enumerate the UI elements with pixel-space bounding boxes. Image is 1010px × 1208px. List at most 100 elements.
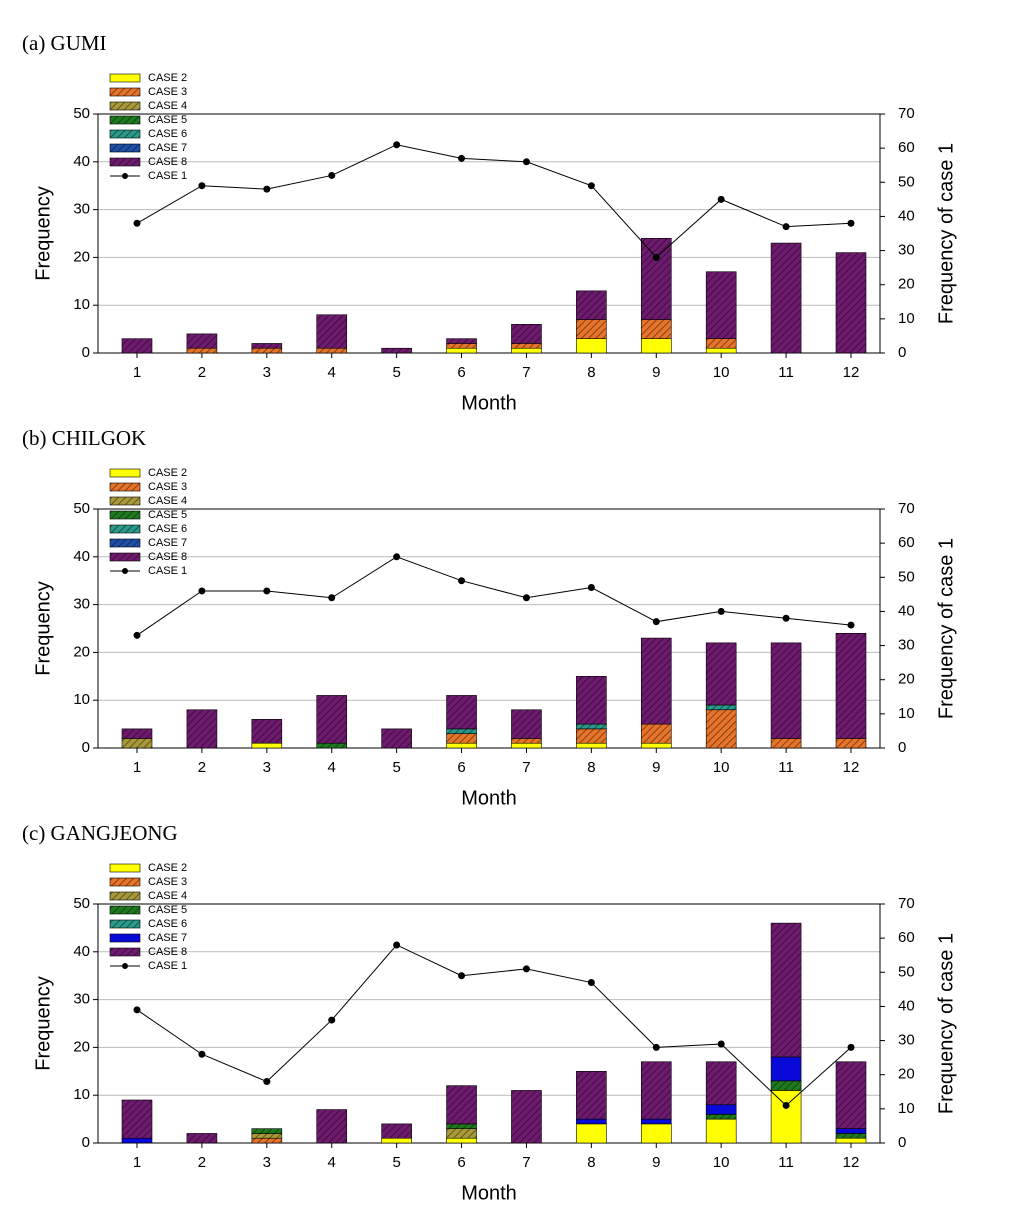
x-tick-label: 6 (457, 759, 465, 776)
legend-swatch (109, 73, 141, 83)
legend-label: CASE 8 (148, 946, 187, 958)
bar-segment (251, 1128, 283, 1134)
y2-tick-label: 40 (898, 997, 915, 1014)
x-tick-label: 12 (843, 759, 860, 776)
line-point (587, 584, 595, 592)
y-tick-label: 0 (82, 344, 90, 361)
x-axis-title: Month (461, 1182, 517, 1204)
legend-swatch (109, 496, 141, 506)
bar-segment (186, 347, 218, 354)
bar-segment (640, 237, 672, 320)
bar-segment (186, 333, 218, 349)
x-tick-label: 8 (587, 1154, 595, 1171)
x-axis-title: Month (461, 392, 517, 414)
y-tick-label: 40 (73, 548, 90, 565)
bar-segment (835, 738, 867, 749)
legend-swatch (109, 87, 141, 97)
legend-label: CASE 7 (148, 142, 187, 154)
bar-segment (446, 338, 477, 344)
line-point (652, 253, 660, 261)
y-tick-label: 20 (73, 248, 90, 265)
y-tick-label: 10 (73, 691, 90, 708)
y2-tick-label: 10 (898, 1100, 915, 1117)
bar-segment (835, 1137, 867, 1144)
y2-tick-label: 50 (898, 173, 915, 190)
legend-label: CASE 7 (148, 932, 187, 944)
y2-tick-label: 30 (898, 637, 915, 654)
x-tick-label: 10 (713, 364, 730, 381)
legend-label: CASE 4 (148, 495, 187, 507)
legend-label: CASE 5 (148, 509, 187, 521)
bar-segment (186, 1133, 218, 1144)
line-point (263, 587, 271, 595)
legend-swatch (109, 863, 141, 873)
bar-segment (770, 1080, 802, 1091)
y2-tick-label: 50 (898, 568, 915, 585)
bar-segment (251, 347, 283, 354)
bar-segment (251, 1137, 283, 1144)
bar-segment (511, 742, 542, 749)
legend-swatch (109, 157, 141, 167)
bar-segment (381, 1123, 412, 1139)
x-tick-label: 1 (133, 1154, 141, 1171)
y2-tick-label: 40 (898, 207, 915, 224)
bar-segment (121, 1099, 153, 1139)
y2-tick-label: 50 (898, 963, 915, 980)
legend-label: CASE 6 (148, 523, 187, 535)
x-tick-label: 8 (587, 364, 595, 381)
bar-segment (576, 728, 607, 744)
line-point (587, 182, 595, 190)
line-point (717, 195, 725, 203)
x-tick-label: 3 (263, 759, 271, 776)
line-point (587, 979, 595, 987)
bar-segment (576, 1071, 607, 1120)
legend-label: CASE 5 (148, 114, 187, 126)
bar-segment (251, 1133, 283, 1139)
bar-segment (446, 1137, 477, 1144)
bar-segment (770, 922, 802, 1058)
line-point (328, 594, 336, 602)
legend-swatch (109, 538, 141, 548)
legend-label: CASE 4 (148, 100, 187, 112)
line-point (458, 972, 466, 980)
bar-segment (705, 1061, 737, 1106)
bar-segment (251, 343, 283, 349)
y-tick-label: 30 (73, 991, 90, 1008)
bar-segment (446, 1128, 477, 1139)
bar-segment (705, 1104, 737, 1115)
panel-title: (a) GUMI (22, 31, 107, 55)
line-point (263, 1078, 271, 1086)
legend-swatch (109, 510, 141, 520)
legend-swatch (109, 919, 141, 929)
x-tick-label: 5 (392, 364, 400, 381)
bar-segment (316, 695, 348, 744)
x-tick-label: 6 (457, 364, 465, 381)
y2-tick-label: 60 (898, 534, 915, 551)
line-point (458, 577, 466, 585)
bar-segment (446, 343, 477, 349)
y-tick-label: 0 (82, 1134, 90, 1151)
bar-segment (705, 1114, 737, 1120)
y2-axis-title: Frequency of case 1 (935, 538, 957, 719)
legend-swatch (109, 524, 141, 534)
bar-segment (576, 338, 607, 354)
line-point (522, 158, 530, 166)
bar-segment (770, 1056, 802, 1082)
line-point (717, 1040, 725, 1048)
legend-swatch (109, 482, 141, 492)
legend-swatch (109, 115, 141, 125)
legend-swatch (109, 101, 141, 111)
bar-segment (640, 1123, 672, 1144)
bar-segment (576, 723, 607, 730)
line-point (847, 219, 855, 227)
legend-swatch (109, 552, 141, 562)
line-point (393, 941, 401, 949)
bar-segment (446, 1085, 477, 1125)
y2-tick-label: 30 (898, 242, 915, 259)
plot-frame (97, 903, 881, 1144)
bar-segment (576, 1123, 607, 1144)
bar-segment (705, 1118, 737, 1144)
legend-label: CASE 2 (148, 862, 187, 874)
y2-tick-label: 0 (898, 344, 906, 361)
